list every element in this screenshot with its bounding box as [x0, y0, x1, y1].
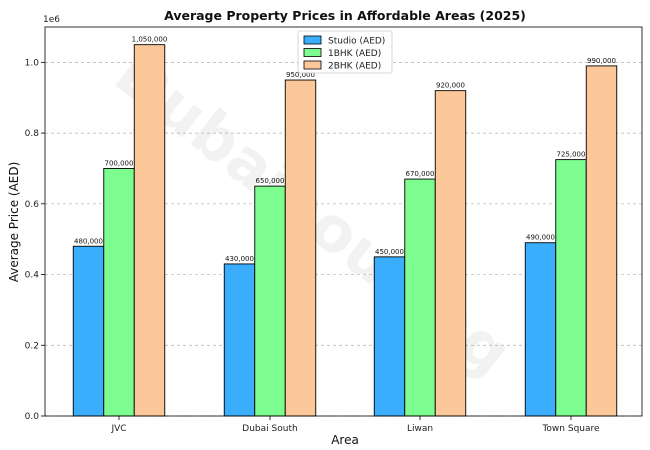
legend-label: 1BHK (AED)	[328, 49, 381, 59]
legend-label: 2BHK (AED)	[328, 62, 381, 72]
legend-swatch	[303, 60, 322, 70]
y-tick-label: 0.6	[25, 200, 40, 210]
y-tick-label: 0.2	[25, 341, 39, 351]
data-labels: 480,000 430,000 450,000 490,000 700,000 650,0…	[74, 36, 616, 263]
data-label: 450,000	[375, 248, 404, 256]
y-axis-title: Average Price (AED)	[7, 162, 21, 283]
bars	[72, 44, 618, 417]
bar	[284, 79, 317, 417]
bar	[555, 159, 587, 417]
x-tick-label: Dubai South	[242, 424, 297, 434]
bar	[373, 256, 406, 417]
data-label: 725,000	[557, 151, 586, 159]
y-tick-label: 1.0	[25, 58, 40, 68]
x-axis-title: Area	[331, 433, 359, 447]
y-tick-label: 0.0	[25, 412, 40, 422]
chart-title: Average Property Prices in Affordable Ar…	[164, 8, 526, 23]
bar	[133, 44, 166, 417]
data-label: 480,000	[74, 237, 103, 245]
bar	[585, 65, 618, 417]
bar	[72, 245, 105, 417]
data-label: 650,000	[256, 177, 285, 185]
bar	[223, 263, 256, 417]
data-label: 990,000	[587, 57, 616, 65]
data-label: 700,000	[105, 159, 134, 167]
legend-swatch	[303, 48, 322, 57]
y-scale-label: 1e6	[43, 15, 60, 25]
bar	[404, 178, 436, 417]
bar	[103, 168, 135, 417]
y-axis: 0.0 0.2 0.4 0.6 0.8 1.0	[25, 58, 45, 422]
y-tick-label: 0.8	[25, 129, 40, 139]
plot-frame	[44, 26, 643, 417]
x-tick-label: Liwan	[407, 424, 433, 434]
legend-label: Studio (AED)	[328, 37, 385, 47]
x-tick-label: Town Square	[541, 424, 600, 434]
data-label: 430,000	[225, 255, 254, 263]
x-tick-label: JVC	[110, 424, 126, 434]
x-axis: JVC Dubai South Liwan Town Square	[110, 416, 600, 434]
y-tick-label: 0.4	[25, 271, 40, 281]
bar	[434, 90, 467, 417]
legend-swatch	[303, 35, 322, 45]
legend: Studio (AED) 1BHK (AED) 2BHK (AED)	[297, 30, 393, 74]
legend-frame	[297, 30, 393, 74]
data-label: 950,000	[286, 71, 315, 79]
data-label: 920,000	[436, 82, 465, 90]
data-label: 1,050,000	[132, 36, 168, 44]
data-label: 490,000	[526, 234, 555, 242]
bar	[254, 185, 286, 417]
data-label: 670,000	[406, 170, 435, 178]
bar	[524, 242, 557, 417]
